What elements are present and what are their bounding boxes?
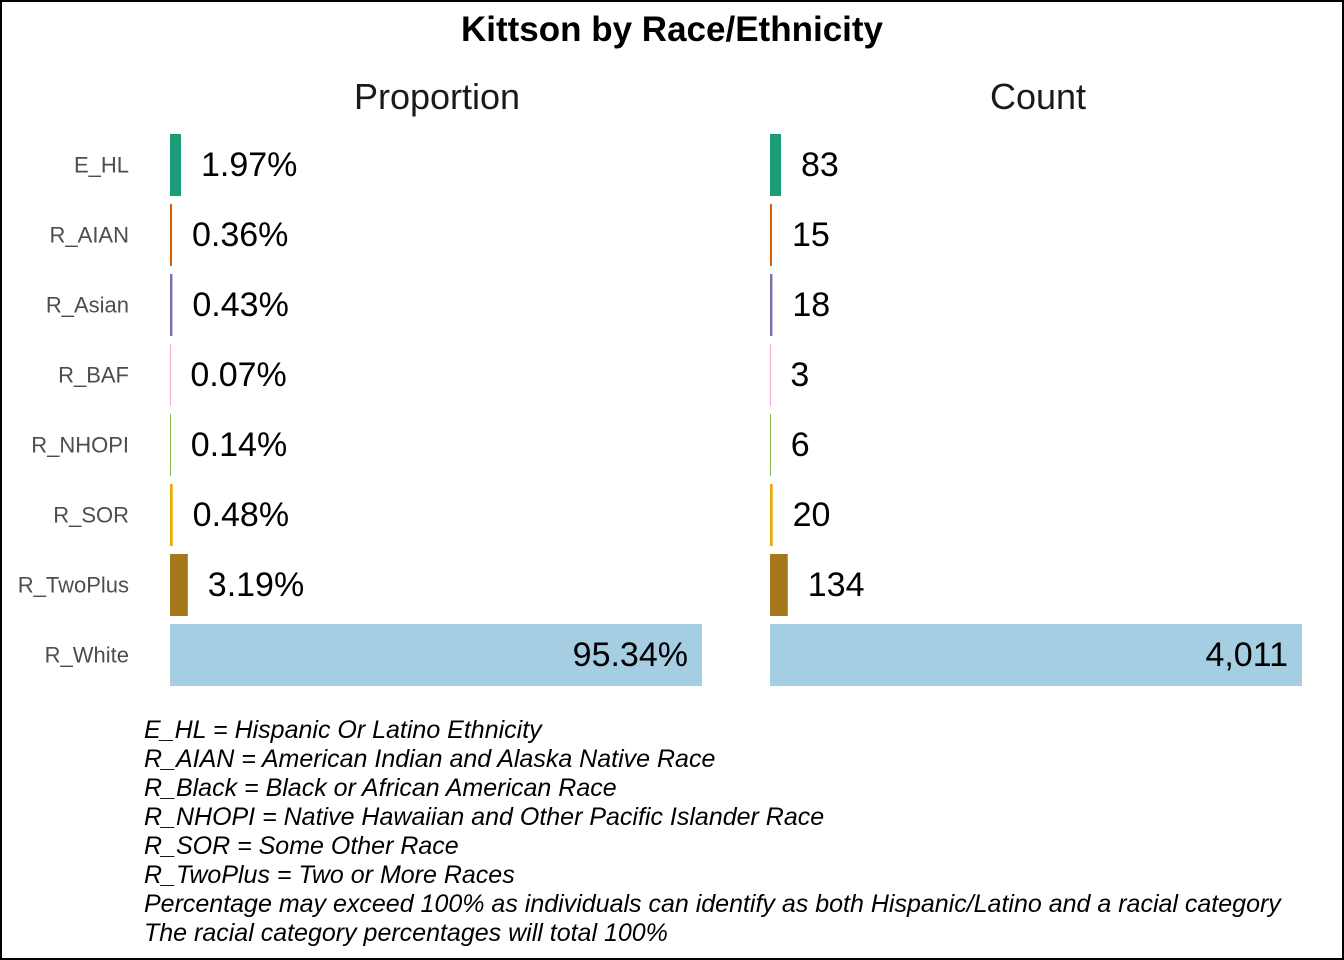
bar	[770, 134, 782, 196]
category-label: R_Asian	[46, 293, 129, 318]
panel-title-proportion: Proportion	[353, 76, 521, 117]
data-label: 3	[790, 356, 809, 394]
footnote-line: R_NHOPI = Native Hawaiian and Other Paci…	[144, 803, 825, 831]
category-label: R_SOR	[53, 503, 129, 528]
bar	[770, 624, 1302, 686]
category-label: R_NHOPI	[31, 433, 129, 458]
data-label: 95.34%	[573, 636, 688, 674]
data-label: 0.07%	[190, 356, 286, 394]
data-label: 4,011	[1205, 636, 1288, 674]
category-label: R_AIAN	[50, 223, 129, 248]
bar	[770, 484, 773, 546]
footnote-line: R_SOR = Some Other Race	[144, 832, 459, 860]
data-label: 20	[793, 496, 831, 534]
bar	[770, 274, 773, 336]
footnote-line: E_HL = Hispanic Or Latino Ethnicity	[144, 716, 542, 744]
bar	[170, 484, 173, 546]
bar	[770, 204, 772, 266]
footnote-line: R_Black = Black or African American Race	[144, 774, 617, 802]
bar	[770, 414, 771, 476]
bar	[170, 274, 173, 336]
data-label: 0.14%	[191, 426, 287, 464]
data-label: 0.36%	[192, 216, 288, 254]
data-label: 134	[808, 566, 865, 604]
bar	[170, 204, 173, 266]
bar-chart: E_HL R_AIAN R_Asian R_BAF R_NHOPI R_SOR R_TwoP…	[18, 134, 1302, 686]
footnote-line: The racial category percentages will tot…	[144, 919, 668, 947]
data-label: 18	[792, 286, 830, 324]
bar	[170, 134, 181, 196]
bar	[170, 554, 188, 616]
data-label: 1.97%	[201, 146, 297, 184]
category-label: R_White	[45, 643, 129, 668]
footnotes: E_HL = Hispanic Or Latino Ethnicity R_AI…	[144, 716, 1342, 948]
footnote-line: R_TwoPlus = Two or More Races	[144, 861, 515, 889]
data-label: 83	[801, 146, 839, 184]
chart-title: Kittson by Race/Ethnicity	[460, 10, 884, 49]
data-label: 0.48%	[193, 496, 289, 534]
category-label: R_BAF	[58, 363, 129, 388]
category-label: R_TwoPlus	[18, 573, 129, 598]
bar	[170, 624, 702, 686]
footnote-line: R_AIAN = American Indian and Alaska Nati…	[144, 745, 716, 773]
bar	[770, 554, 788, 616]
bar	[170, 414, 171, 476]
panel-title-count: Count	[989, 76, 1087, 117]
footnote-line: Percentage may exceed 100% as individual…	[144, 890, 1281, 918]
data-label: 6	[791, 426, 810, 464]
data-label: 15	[792, 216, 830, 254]
data-label: 0.43%	[192, 286, 288, 324]
category-label: E_HL	[74, 153, 129, 178]
data-label: 3.19%	[208, 566, 304, 604]
